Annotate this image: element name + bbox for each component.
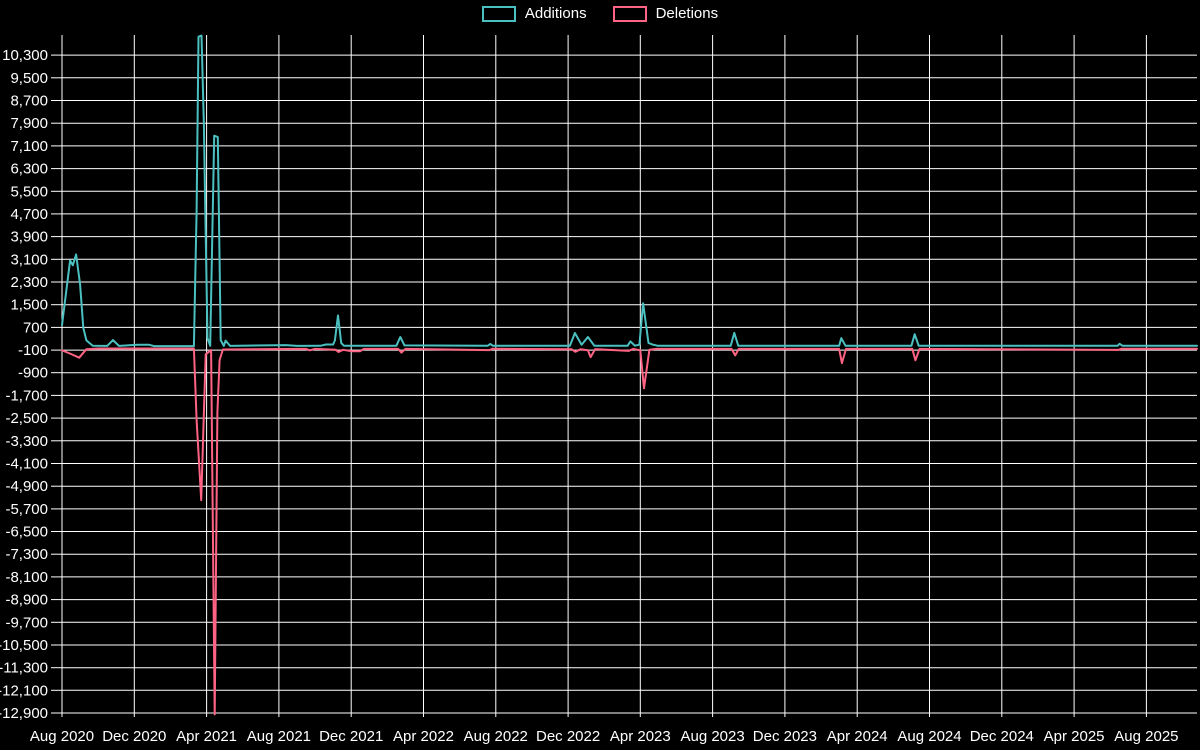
y-tick-label: -900	[18, 365, 48, 382]
additions-legend-swatch-icon	[481, 6, 516, 22]
y-tick-label: -10,500	[0, 637, 48, 654]
y-tick-label: -3,300	[5, 433, 48, 450]
deletions-legend-label: Deletions	[655, 5, 719, 22]
y-tick-label: -8,100	[5, 569, 48, 586]
additions-line[interactable]	[61, 34, 1198, 348]
legend-item-deletions[interactable]: Deletions	[612, 5, 719, 22]
x-tick-label: Apr 2024	[827, 728, 888, 745]
x-tick-label: Aug 2023	[680, 728, 744, 745]
x-tick-label: Dec 2024	[970, 728, 1034, 745]
x-tick-label: Aug 2022	[464, 728, 528, 745]
y-tick-label: 7,100	[10, 138, 48, 155]
deletions-legend-swatch-icon	[612, 6, 647, 22]
x-tick-label: Aug 2025	[1114, 728, 1178, 745]
y-tick-label: 4,700	[10, 206, 48, 223]
x-tick-label: Apr 2022	[393, 728, 454, 745]
y-tick-label: 1,500	[10, 297, 48, 314]
x-tick-label: Dec 2021	[319, 728, 383, 745]
x-tick-label: Aug 2024	[897, 728, 961, 745]
y-tick-label: 700	[23, 319, 48, 336]
additions-legend-label: Additions	[524, 5, 587, 22]
y-tick-label: -12,100	[0, 682, 48, 699]
deletions-line[interactable]	[61, 347, 1198, 716]
y-tick-label: 7,900	[10, 115, 48, 132]
x-tick-label: Aug 2021	[247, 728, 311, 745]
x-tick-label: Apr 2021	[176, 728, 237, 745]
y-tick-label: -100	[18, 342, 48, 359]
y-tick-label: 3,900	[10, 229, 48, 246]
y-tick-label: -11,300	[0, 660, 48, 677]
y-tick-label: 3,100	[10, 251, 48, 268]
y-tick-label: 6,300	[10, 161, 48, 178]
x-tick-label: Apr 2023	[610, 728, 671, 745]
chart-legend: Additions Deletions	[0, 6, 1200, 22]
x-tick-label: Dec 2023	[753, 728, 817, 745]
y-tick-label: 5,500	[10, 183, 48, 200]
y-tick-label: -7,300	[5, 546, 48, 563]
y-tick-label: -4,900	[5, 478, 48, 495]
x-tick-label: Apr 2025	[1044, 728, 1105, 745]
y-tick-label: 2,300	[10, 274, 48, 291]
y-tick-label: -12,900	[0, 705, 48, 722]
x-tick-label: Dec 2020	[102, 728, 166, 745]
legend-item-additions[interactable]: Additions	[481, 5, 587, 22]
y-tick-label: -1,700	[5, 387, 48, 404]
y-tick-label: -8,900	[5, 592, 48, 609]
y-tick-label: 8,700	[10, 93, 48, 110]
y-tick-label: -2,500	[5, 410, 48, 427]
y-tick-label: 10,300	[2, 47, 48, 64]
y-tick-label: -9,700	[5, 614, 48, 631]
y-tick-label: -5,700	[5, 501, 48, 518]
x-tick-label: Aug 2020	[30, 728, 94, 745]
x-tick-label: Dec 2022	[536, 728, 600, 745]
y-tick-label: 9,500	[10, 70, 48, 87]
y-tick-label: -6,500	[5, 524, 48, 541]
y-tick-label: -4,100	[5, 456, 48, 473]
